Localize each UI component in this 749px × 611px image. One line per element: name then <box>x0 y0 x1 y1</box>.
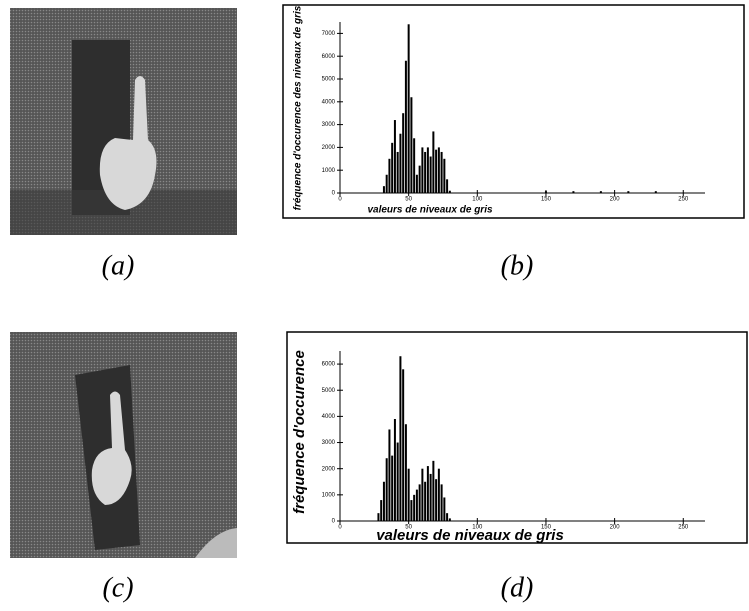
x-tick-label: 0 <box>338 197 342 203</box>
x-tick-label: 50 <box>405 525 412 531</box>
bar <box>380 500 383 521</box>
bar <box>385 174 388 193</box>
chart-frame <box>282 4 745 219</box>
caption: (d) <box>501 572 534 603</box>
y-tick-label: 1000 <box>322 168 336 174</box>
bar <box>435 479 438 521</box>
y-tick-label: 0 <box>332 519 336 525</box>
x-axis-label: valeurs de niveaux de gris <box>376 527 564 544</box>
chart-frame <box>286 331 748 544</box>
bar <box>393 120 396 193</box>
bar <box>599 191 602 193</box>
bar <box>443 497 446 521</box>
bar <box>654 191 657 193</box>
y-axis-label: fréquence d'occurence <box>291 350 308 514</box>
bar <box>446 513 449 521</box>
y-tick-label: 7000 <box>322 31 336 37</box>
bar <box>407 468 410 521</box>
bar <box>432 131 435 193</box>
bar <box>404 60 407 194</box>
bar <box>572 191 575 193</box>
bar <box>410 97 413 193</box>
bar <box>418 165 421 193</box>
bar <box>418 484 421 521</box>
bar <box>437 468 440 521</box>
bar <box>402 113 405 193</box>
bar <box>393 419 396 521</box>
y-tick-label: 4000 <box>322 414 336 420</box>
bar <box>424 151 427 193</box>
y-tick-label: 4000 <box>322 99 336 105</box>
x-tick-label: 200 <box>610 525 621 531</box>
bar <box>443 158 446 193</box>
bar <box>413 494 416 521</box>
y-tick-label: 1000 <box>322 492 336 498</box>
bar <box>388 429 391 521</box>
y-axis-label: fréquence d'occurence des niveaux de gri… <box>293 5 304 210</box>
bar <box>435 149 438 193</box>
y-tick-label: 6000 <box>322 54 336 60</box>
photo-a <box>10 8 237 235</box>
y-tick-label: 3000 <box>322 440 336 446</box>
y-tick-label: 6000 <box>322 362 336 368</box>
bar <box>410 500 413 521</box>
bar <box>399 133 402 193</box>
bar <box>402 369 405 521</box>
bar <box>396 151 399 193</box>
bar <box>432 460 435 521</box>
bar <box>421 147 424 193</box>
bar <box>448 190 451 193</box>
bar <box>385 458 388 521</box>
bar <box>426 147 429 193</box>
caption: (a) <box>102 250 135 281</box>
y-tick-label: 5000 <box>322 388 336 394</box>
bar <box>377 513 380 521</box>
bar <box>404 424 407 521</box>
x-tick-label: 250 <box>678 525 689 531</box>
bar <box>424 481 427 521</box>
x-tick-label: 150 <box>541 525 552 531</box>
y-tick-label: 0 <box>332 191 336 197</box>
bar <box>388 158 391 193</box>
caption: (c) <box>102 572 133 603</box>
bar <box>426 466 429 521</box>
bar <box>627 191 630 193</box>
bar <box>391 455 394 521</box>
y-tick-label: 5000 <box>322 77 336 83</box>
x-tick-label: 0 <box>338 525 342 531</box>
bar <box>415 489 418 521</box>
x-tick-label: 50 <box>405 197 412 203</box>
bar <box>399 356 402 521</box>
bar <box>429 473 432 521</box>
x-tick-label: 100 <box>472 197 483 203</box>
bar <box>382 186 385 193</box>
bar <box>421 468 424 521</box>
y-tick-label: 3000 <box>322 122 336 128</box>
bar <box>413 138 416 193</box>
photo-c <box>10 332 237 558</box>
x-axis-label: valeurs de niveaux de gris <box>367 205 492 216</box>
x-tick-label: 200 <box>610 197 621 203</box>
y-tick-label: 2000 <box>322 466 336 472</box>
bar <box>544 191 547 193</box>
bar <box>429 156 432 193</box>
bar <box>446 179 449 193</box>
bar <box>407 24 410 194</box>
bar <box>448 518 451 521</box>
x-tick-label: 250 <box>678 197 689 203</box>
bar <box>382 481 385 521</box>
bar <box>437 147 440 193</box>
x-tick-label: 100 <box>472 525 483 531</box>
bar <box>396 442 399 521</box>
x-tick-label: 150 <box>541 197 552 203</box>
caption: (b) <box>501 250 534 281</box>
bar <box>440 484 443 521</box>
bar <box>440 151 443 193</box>
bar <box>391 142 394 193</box>
y-tick-label: 2000 <box>322 145 336 151</box>
bar <box>415 174 418 193</box>
